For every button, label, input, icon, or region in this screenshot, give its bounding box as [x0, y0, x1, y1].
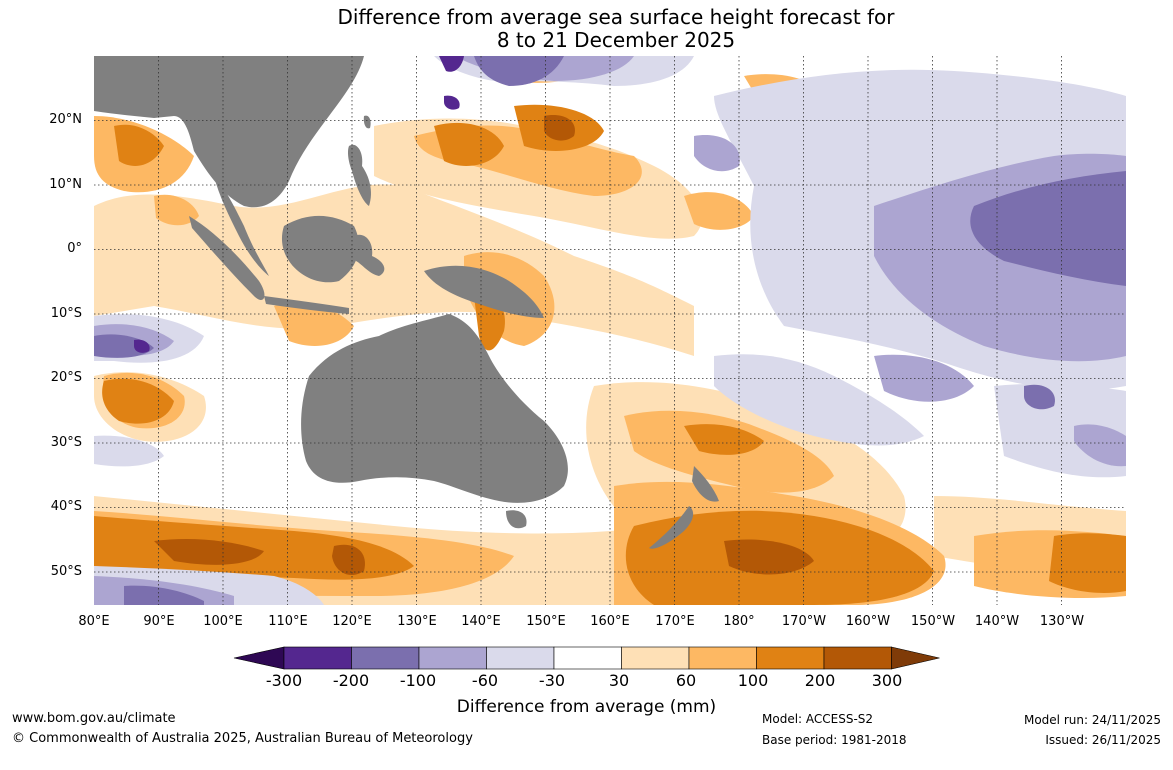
colorbar-bin — [756, 646, 825, 670]
lat-label-40s: 40°S — [50, 499, 82, 514]
colorbar-label: 100 — [737, 671, 769, 690]
sea-surface-height-map — [94, 56, 1126, 605]
lon-label-140w: 140°W — [974, 614, 1020, 629]
footer-issued: Issued: 26/11/2025 — [1045, 733, 1161, 747]
lon-label-110e: 110°E — [268, 614, 308, 629]
colorbar-min-extend — [233, 646, 285, 670]
lon-label-170e: 170°E — [655, 614, 695, 629]
footer-model-run: Model run: 24/11/2025 — [1023, 713, 1161, 727]
colorbar — [233, 646, 940, 670]
colorbar-label: -30 — [538, 671, 566, 690]
footer-model: Model: ACCESS-S2 — [762, 712, 874, 726]
lat-label-30s: 30°S — [50, 435, 82, 450]
colorbar-bin — [621, 646, 690, 670]
colorbar-label: 60 — [675, 671, 697, 690]
lon-label-160e: 160°E — [590, 614, 630, 629]
lon-label-80e: 80°E — [78, 614, 110, 629]
footer-url[interactable]: www.bom.gov.au/climate — [12, 711, 176, 726]
lon-label-160w: 160°W — [845, 614, 891, 629]
lat-label-20n: 20°N — [49, 112, 82, 127]
colorbar-label: 300 — [871, 671, 903, 690]
lon-label-130w: 130°W — [1039, 614, 1085, 629]
colorbar-label: -60 — [471, 671, 499, 690]
lon-label-90e: 90°E — [143, 614, 175, 629]
lon-label-130e: 130°E — [397, 614, 437, 629]
lat-label-10s: 10°S — [50, 306, 82, 321]
colorbar-bin — [553, 646, 622, 670]
map-title-line2: 8 to 21 December 2025 — [496, 28, 736, 52]
lon-label-100e: 100°E — [203, 614, 243, 629]
lon-label-180: 180° — [723, 614, 755, 629]
footer-base-period: Base period: 1981-2018 — [762, 733, 907, 747]
lon-label-170w: 170°W — [781, 614, 827, 629]
colorbar-bin — [688, 646, 757, 670]
lat-label-0: 0° — [67, 241, 82, 256]
colorbar-label: 200 — [804, 671, 836, 690]
anomaly-field — [94, 56, 1126, 605]
lat-label-50s: 50°S — [50, 564, 82, 579]
graticule — [94, 56, 1126, 605]
lon-label-120e: 120°E — [332, 614, 372, 629]
colorbar-bin — [418, 646, 487, 670]
colorbar-bin — [486, 646, 555, 670]
colorbar-label: -100 — [399, 671, 437, 690]
colorbar-max-extend — [891, 646, 940, 670]
colorbar-label: 30 — [608, 671, 630, 690]
lat-label-10n: 10°N — [49, 177, 82, 192]
colorbar-bin — [351, 646, 420, 670]
map-title-line1: Difference from average sea surface heig… — [337, 5, 895, 29]
colorbar-label: -300 — [265, 671, 303, 690]
lat-label-20s: 20°S — [50, 370, 82, 385]
colorbar-title: Difference from average (mm) — [456, 697, 717, 717]
land-masses — [94, 56, 719, 549]
footer-copyright: © Commonwealth of Australia 2025, Austra… — [12, 731, 473, 746]
lon-label-150w: 150°W — [910, 614, 956, 629]
colorbar-bin — [283, 646, 352, 670]
lon-label-140e: 140°E — [461, 614, 501, 629]
lon-label-150e: 150°E — [526, 614, 566, 629]
colorbar-bin — [823, 646, 892, 670]
colorbar-label: -200 — [332, 671, 370, 690]
